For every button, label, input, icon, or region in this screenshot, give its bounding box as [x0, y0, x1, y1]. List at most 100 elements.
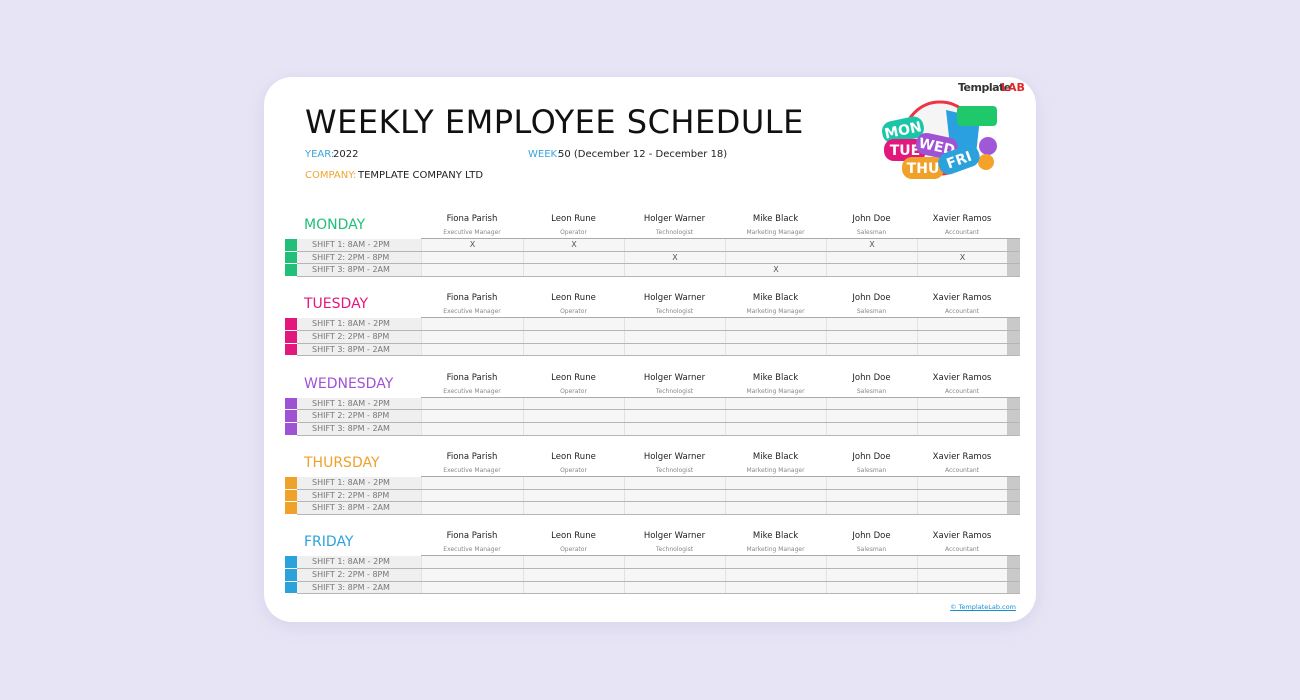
company-label: COMPANY: [305, 170, 357, 181]
schedule-cell [523, 331, 624, 343]
employee-role: Accountant [944, 546, 980, 554]
shift-cell [297, 251, 421, 264]
employee-name: Leon Rune [551, 451, 596, 462]
schedule-cell [917, 410, 1007, 422]
week: 50 (December 12 - December 18) [558, 149, 728, 160]
shift-label: SHIFT 3: 8PM - 2AM [312, 265, 390, 275]
day-name: TUESDAY [304, 296, 369, 313]
logo-accent: LAB [1001, 81, 1025, 94]
employee-name: Leon Rune [551, 531, 596, 542]
schedule-cell [917, 489, 1007, 502]
schedule-cell [917, 581, 1007, 594]
day-color-marker [285, 410, 297, 422]
day-color-marker [285, 343, 297, 356]
employee-name: Mike Black [752, 214, 799, 224]
employee-name: John Doe [852, 293, 891, 304]
schedule-cell [624, 423, 725, 435]
employee-role: Technologist [655, 546, 694, 554]
schedule-cell: X [624, 251, 725, 264]
employee-role: Salesman [856, 308, 887, 316]
employee-role: Operator [560, 229, 587, 236]
schedule-cell [421, 397, 523, 410]
schedule-cell [624, 476, 725, 489]
employee-role: Salesman [856, 229, 887, 236]
employee-name: Holger Warner [643, 531, 706, 542]
employee-role: Operator [560, 387, 587, 395]
title: WEEKLY EMPLOYEE SCHEDULE [305, 103, 804, 141]
schedule-cell: X [523, 239, 624, 251]
schedule-cell [523, 264, 624, 277]
day-color-marker [285, 581, 297, 594]
day-tag: MON [882, 116, 924, 144]
end-cell [1007, 476, 1020, 489]
week-label: WEEK: [528, 149, 561, 160]
schedule-cell [421, 489, 523, 502]
employee-role: Executive Manager [443, 546, 501, 554]
row-rule [297, 422, 1020, 423]
employee-name: Leon Rune [551, 293, 596, 304]
end-cell [1007, 343, 1020, 356]
employee-name: Fiona Parish [446, 531, 498, 542]
schedule-cell [624, 318, 725, 330]
schedule-cell [917, 331, 1007, 343]
row-rule [297, 593, 1020, 595]
schedule-cell [523, 318, 624, 330]
schedule-cell [826, 251, 917, 264]
day-tag-label: TUE [890, 143, 920, 159]
end-cell [1007, 581, 1020, 594]
row-rule [297, 263, 1020, 265]
shift-label: SHIFT 1: 8AM - 2PM [312, 240, 390, 249]
schedule-cell [826, 556, 917, 568]
day-tag: THU [902, 157, 944, 179]
schedule-cell [421, 568, 523, 581]
schedule-cell [421, 556, 523, 568]
shift-cell [297, 343, 421, 356]
employee-name: Holger Warner [643, 372, 706, 383]
schedule-cell [624, 489, 725, 502]
schedule-cell [523, 556, 624, 568]
employee-role: Accountant [944, 308, 980, 316]
end-cell [1007, 264, 1020, 277]
schedule-cell [826, 397, 917, 410]
employee-name: Xavier Ramos [932, 531, 992, 542]
employee-name: Xavier Ramos [932, 372, 992, 383]
employee-name: John Doe [852, 451, 891, 462]
schedule-cell [421, 502, 523, 514]
shift-label: SHIFT 2: 2PM - 8PM [312, 332, 390, 341]
end-cell [1007, 423, 1020, 435]
footer-link[interactable]: © TemplateLab.com [950, 603, 1016, 611]
employee-name: Fiona Parish [446, 293, 498, 304]
employee-name: John Doe [852, 372, 891, 383]
schedule-cell: X [725, 264, 826, 277]
day-color-marker [285, 239, 297, 251]
schedule-cell: X [917, 251, 1007, 264]
end-cell [1007, 251, 1020, 264]
employee-name: Mike Black [752, 451, 799, 462]
shift-label: SHIFT 1: 8AM - 2PM [312, 398, 390, 408]
schedule-cell [917, 568, 1007, 581]
day-color-marker [285, 502, 297, 514]
employee-role: Marketing Manager [746, 546, 805, 554]
schedule-cell [523, 410, 624, 422]
employee-role: Technologist [655, 466, 694, 474]
schedule-cell [624, 239, 725, 251]
shift-cell [297, 489, 421, 502]
schedule-cell [624, 581, 725, 594]
schedule-cell [826, 423, 917, 435]
schedule-cell [624, 343, 725, 356]
day-tag: FRI [938, 144, 980, 175]
table-top-rule [421, 555, 1020, 557]
schedule-cell [725, 410, 826, 422]
shift-cell [297, 318, 421, 330]
schedule-cell [725, 397, 826, 410]
day-color-marker [285, 489, 297, 502]
end-cell [1007, 568, 1020, 581]
schedule-cell [917, 264, 1007, 277]
employee-role: Marketing Manager [746, 387, 805, 395]
end-cell [1007, 556, 1020, 568]
end-cell [1007, 318, 1020, 330]
employee-name: Mike Black [752, 372, 799, 383]
employee-role: Marketing Manager [746, 466, 805, 474]
end-cell [1007, 502, 1020, 514]
